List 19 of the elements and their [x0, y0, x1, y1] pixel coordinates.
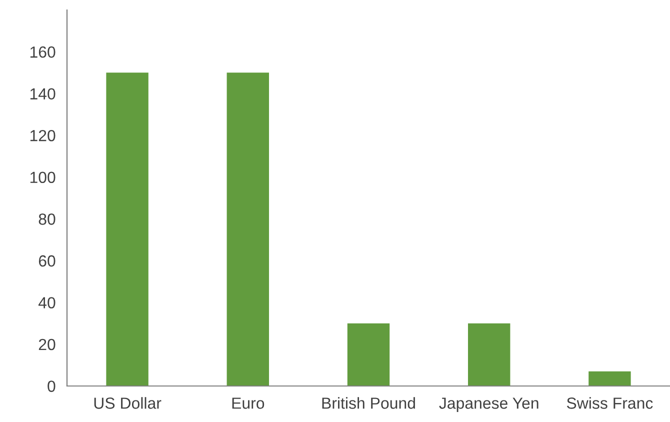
x-tick-label: US Dollar: [94, 397, 162, 409]
y-tick-label: 20: [38, 338, 56, 350]
x-tick-label: Euro: [232, 398, 264, 409]
y-tick-label: 60: [38, 255, 56, 267]
x-tick-label: British Pound: [322, 397, 415, 409]
y-tick-label: 0: [48, 380, 56, 392]
y-tick-label: 40: [38, 297, 56, 308]
y-tick-label: 100: [30, 172, 56, 184]
x-tick-label: Swiss Franc: [566, 397, 653, 409]
y-tick-label: 120: [30, 130, 56, 142]
x-tick-label: Japanese Yen: [439, 398, 538, 412]
y-tick-label: 80: [38, 214, 56, 225]
y-tick-label: 140: [30, 88, 56, 100]
bar: [226, 72, 270, 386]
bar: [588, 371, 631, 386]
bar: [347, 323, 390, 386]
bar: [468, 323, 510, 386]
y-tick-label: 160: [30, 46, 56, 58]
bar: [106, 72, 148, 386]
